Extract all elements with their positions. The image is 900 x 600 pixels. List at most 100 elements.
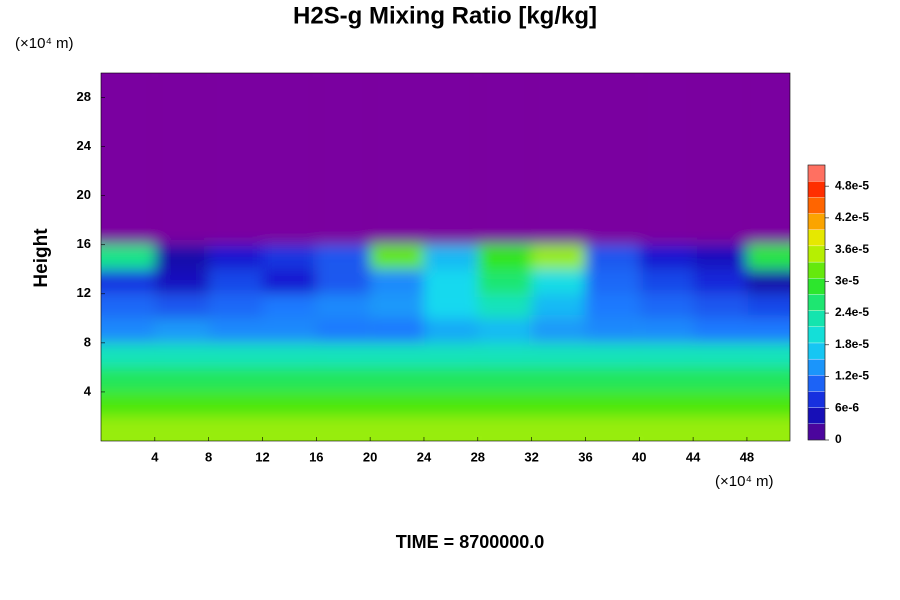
field-cell (262, 73, 317, 245)
colorbar-swatch (807, 391, 826, 408)
field-cell (208, 269, 263, 294)
field-cell (531, 342, 586, 368)
colorbar-swatch (807, 375, 826, 392)
field-cell (262, 269, 317, 294)
colorbar-swatch (807, 197, 826, 214)
colorbar-tick-label: 2.4e-5 (835, 305, 869, 319)
field-cell (585, 244, 640, 270)
field-cell (746, 367, 790, 392)
field-cell (370, 391, 424, 417)
field-cell (639, 73, 694, 245)
field-cell (154, 244, 209, 270)
field-cell (693, 244, 747, 270)
colorbar-swatch (807, 310, 826, 327)
y-tick-label: 24 (77, 138, 92, 153)
field-cell (423, 293, 478, 319)
y-tick-label: 4 (84, 383, 92, 398)
field-cell (693, 293, 747, 319)
field-cell (101, 269, 155, 294)
field-cell (639, 416, 694, 441)
colorbar-swatch (807, 342, 826, 360)
field-cell (585, 416, 640, 441)
colorbar-tick-label: 6e-6 (835, 400, 859, 414)
field-cell (370, 269, 424, 294)
field-cell (531, 293, 586, 319)
time-label: TIME = 8700000.0 (396, 532, 545, 552)
colorbar-tick-label: 1.8e-5 (835, 337, 869, 351)
colorbar-swatch (807, 326, 826, 344)
field-cell (208, 293, 263, 319)
field-cell (101, 73, 155, 245)
field-cell (639, 318, 694, 343)
x-tick-label: 12 (255, 449, 269, 464)
y-tick-label: 20 (77, 187, 91, 202)
field-cell (531, 269, 586, 294)
y-tick-label: 12 (77, 285, 91, 300)
field-cell (639, 269, 694, 294)
field-cell (208, 73, 263, 245)
field-cell (746, 293, 790, 319)
y-tick-label: 28 (77, 89, 91, 104)
field-cell (585, 73, 640, 245)
colorbar-swatch (807, 278, 826, 295)
field-cell (477, 293, 532, 319)
field-cell (370, 318, 424, 343)
field-cell (316, 342, 371, 368)
y-unit: (×10⁴ m) (15, 35, 74, 52)
field-cell (101, 293, 155, 319)
colorbar-swatch (807, 358, 826, 376)
field-cell (423, 416, 478, 441)
y-axis-label: Height (31, 228, 52, 288)
field-cell (477, 416, 532, 441)
field-cell (746, 342, 790, 368)
field-cell (585, 367, 640, 392)
field-cell (154, 416, 209, 441)
field-cell (154, 269, 209, 294)
field-cell (316, 318, 371, 343)
field-cell (639, 293, 694, 319)
field-cell (746, 244, 790, 270)
plot-frame (100, 72, 791, 442)
field-cell (531, 391, 586, 417)
field-cell (639, 367, 694, 392)
colorbar-swatch (807, 229, 826, 247)
field-cell (746, 391, 790, 417)
field-cell (423, 269, 478, 294)
field-cell (746, 416, 790, 441)
x-tick-label: 24 (417, 449, 432, 464)
x-tick-label: 32 (524, 449, 538, 464)
field-cell (477, 342, 532, 368)
field-cell (208, 367, 263, 392)
x-tick-label: 20 (363, 449, 377, 464)
field-cell (154, 318, 209, 343)
field-cell (477, 367, 532, 392)
x-tick-label: 8 (205, 449, 212, 464)
field-cell (101, 416, 155, 441)
field-cell (477, 73, 532, 245)
field-cell (370, 416, 424, 441)
field-cell (585, 342, 640, 368)
field-cell (316, 269, 371, 294)
colorbar-swatch (807, 261, 826, 279)
field-cell (208, 416, 263, 441)
field-cell (154, 391, 209, 417)
field-cell (531, 318, 586, 343)
field-cell (101, 391, 155, 417)
y-tick-label: 8 (84, 334, 91, 349)
x-tick-label: 48 (740, 449, 754, 464)
x-tick-label: 28 (471, 449, 485, 464)
field-cell (693, 391, 747, 417)
colorbar-swatch (807, 213, 826, 230)
colorbar-tick-label: 0 (835, 432, 842, 446)
x-tick-label: 44 (686, 449, 701, 464)
field-cell (585, 269, 640, 294)
field-cell (639, 342, 694, 368)
field-cell (423, 318, 478, 343)
colorbar-tick-label: 3e-5 (835, 274, 859, 288)
field-cell (693, 416, 747, 441)
field-cell (531, 73, 586, 245)
field-cell (370, 293, 424, 319)
field-cell (208, 342, 263, 368)
field-cell (316, 73, 371, 245)
